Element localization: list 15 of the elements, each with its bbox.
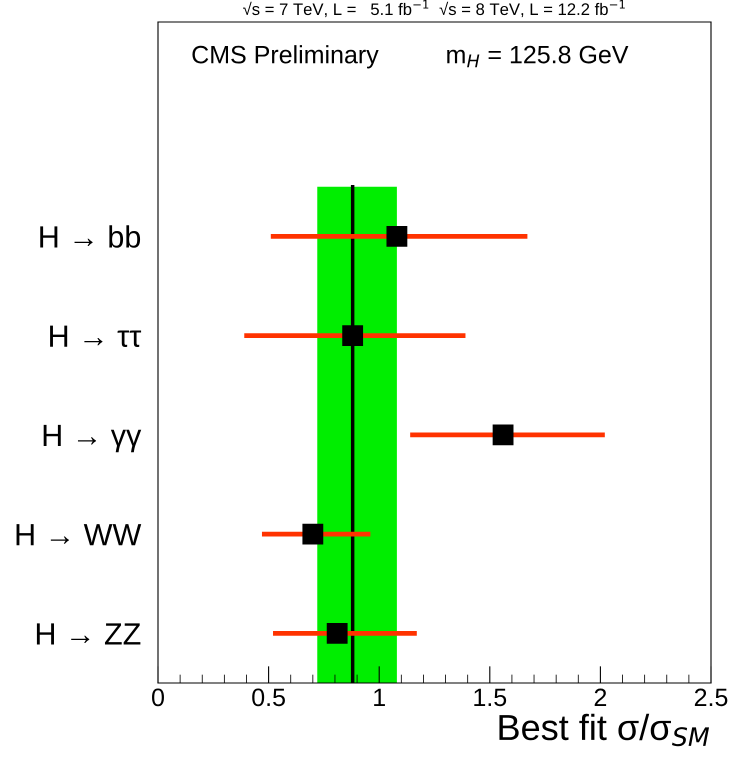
y-tick-label: H → γγ — [44, 424, 142, 452]
y-tick-label: H → bb — [40, 225, 140, 248]
x-tick-label: 0 — [152, 688, 164, 706]
x-tick-label: 2 — [594, 688, 606, 706]
x-tick-label: 1.5 — [474, 688, 506, 706]
x-tick-label: 2.5 — [694, 688, 728, 706]
y-tick-label: H → WW — [16, 524, 142, 546]
x-tick-label: 0.5 — [252, 688, 285, 706]
y-tick-label: H → ττ — [50, 326, 142, 347]
x-tick-label: 1 — [374, 688, 385, 706]
x-axis-title: Best fit σ/σ$_{SM}$ — [499, 714, 710, 746]
chart-title: √s = 7 TeV, L = 5.1 fb$^{−1}$ √s = 8 TeV, L = 12.2 fb$^{−1}$ — [242, 0, 625, 18]
text: m$_{H}$ = 125.8 GeV — [447, 46, 628, 68]
text: CMS Preliminary — [192, 45, 379, 68]
y-tick-label: H → ZZ — [36, 623, 140, 644]
